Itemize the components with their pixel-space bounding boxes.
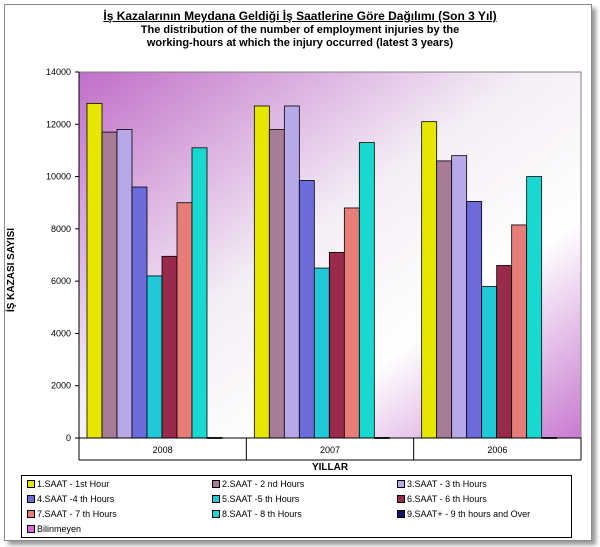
bar [191, 147, 208, 439]
legend-label: 4.SAAT -4 th Hours [37, 494, 115, 504]
y-tick-label: 8000 [51, 224, 71, 234]
y-tick-label: 14000 [46, 67, 71, 77]
chart-subtitle: The distribution of the number of employ… [140, 24, 460, 49]
bar-chart: 0 2000 4000 6000 8000 10000 12000 14000 2008 2007… [4, 67, 582, 473]
bar [511, 224, 528, 439]
bar [526, 176, 543, 439]
legend-item: 5.SAAT -5 th Hours [212, 494, 299, 507]
bar [283, 105, 300, 439]
legend-label: 7.SAAT - 7 th Hours [37, 509, 117, 519]
legend-item: 2.SAAT - 2 nd Hours [212, 479, 304, 492]
bar [328, 251, 345, 439]
legend-label: 3.SAAT - 3 th Hours [407, 479, 487, 489]
legend-item: 3.SAAT - 3 th Hours [397, 479, 487, 492]
legend-item: 4.SAAT -4 th Hours [27, 494, 114, 507]
chart-legend: 1.SAAT - 1st Hour 2.SAAT - 2 nd Hours 3.SA… [21, 475, 572, 538]
legend-item: 9.SAAT+ - 9 th hours and Over [397, 509, 530, 522]
y-tick-label: 10000 [46, 172, 71, 182]
legend-item: 7.SAAT - 7 th Hours [27, 509, 117, 522]
bar [253, 105, 270, 439]
legend-item: Bilinmeyen [27, 524, 81, 537]
bar [436, 160, 453, 439]
chart-title: İş Kazalarının Meydana Geldiği İş Saatle… [103, 9, 497, 23]
legend-swatch [27, 479, 35, 488]
legend-swatch [397, 494, 405, 503]
legend-item: 8.SAAT - 8 th Hours [212, 509, 302, 522]
y-tick-label: 0 [66, 433, 71, 443]
legend-label: 9.SAAT+ - 9 th hours and Over [407, 509, 531, 519]
legend-label: 6.SAAT - 6 th Hours [407, 494, 487, 504]
legend-swatch [27, 509, 35, 518]
legend-swatch [212, 479, 220, 488]
y-tick-label: 4000 [51, 328, 71, 338]
bar [358, 142, 375, 439]
bar [451, 155, 468, 439]
y-axis-label: İŞ KAZASI SAYISI [4, 228, 17, 312]
legend-label: 8.SAAT - 8 th Hours [222, 509, 302, 519]
bar [268, 129, 285, 439]
bar [116, 129, 133, 439]
bar [131, 186, 148, 439]
y-tick-label: 6000 [51, 276, 71, 286]
bar [101, 131, 118, 439]
bar [298, 180, 315, 439]
bar [161, 255, 178, 439]
x-tick-label: 2008 [153, 445, 173, 455]
y-tick-label: 12000 [46, 119, 71, 129]
x-axis-label: YILLAR [312, 462, 349, 473]
legend-item: 1.SAAT - 1st Hour [27, 479, 109, 492]
bar [146, 275, 163, 439]
legend-label: Bilinmeyen [37, 524, 82, 534]
bar [313, 267, 330, 439]
bar [86, 102, 103, 439]
bar [343, 207, 360, 439]
bar [176, 202, 193, 439]
legend-label: 2.SAAT - 2 nd Hours [222, 479, 305, 489]
legend-label: 1.SAAT - 1st Hour [37, 479, 110, 489]
legend-swatch [212, 494, 220, 503]
bar [496, 265, 513, 439]
bar [421, 121, 438, 439]
x-tick-label: 2006 [487, 445, 507, 455]
legend-swatch [212, 509, 220, 518]
legend-swatch [27, 524, 35, 533]
legend-swatch [397, 509, 405, 518]
legend-swatch [27, 494, 35, 503]
bar [466, 201, 483, 439]
x-tick-label: 2007 [320, 445, 340, 455]
legend-swatch [397, 479, 405, 488]
y-tick-label: 2000 [51, 381, 71, 391]
legend-item: 6.SAAT - 6 th Hours [397, 494, 487, 507]
legend-label: 5.SAAT -5 th Hours [222, 494, 300, 504]
bar [481, 285, 498, 439]
